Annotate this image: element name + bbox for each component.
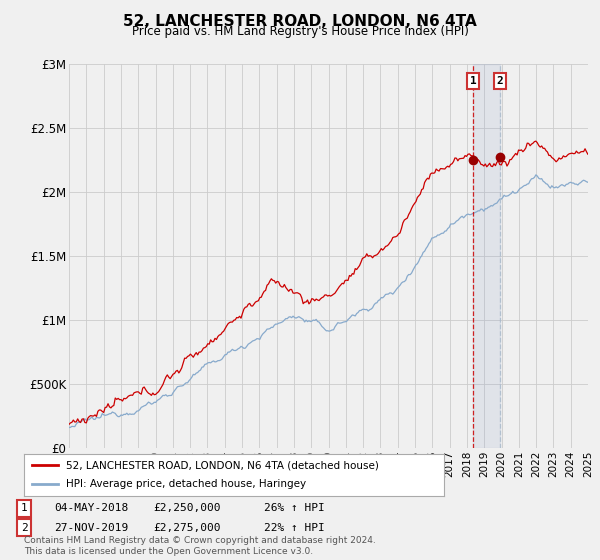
Text: Price paid vs. HM Land Registry's House Price Index (HPI): Price paid vs. HM Land Registry's House …: [131, 25, 469, 38]
Text: 1: 1: [20, 503, 28, 514]
Text: 1: 1: [470, 76, 476, 86]
Text: 2: 2: [20, 522, 28, 533]
Text: HPI: Average price, detached house, Haringey: HPI: Average price, detached house, Hari…: [66, 479, 306, 489]
Text: 26% ↑ HPI: 26% ↑ HPI: [264, 503, 325, 514]
Text: 27-NOV-2019: 27-NOV-2019: [54, 522, 128, 533]
Text: 2: 2: [497, 76, 503, 86]
Text: 04-MAY-2018: 04-MAY-2018: [54, 503, 128, 514]
Text: Contains HM Land Registry data © Crown copyright and database right 2024.
This d: Contains HM Land Registry data © Crown c…: [24, 536, 376, 556]
Text: 52, LANCHESTER ROAD, LONDON, N6 4TA: 52, LANCHESTER ROAD, LONDON, N6 4TA: [123, 14, 477, 29]
Bar: [473, 64, 500, 448]
Text: £2,275,000: £2,275,000: [153, 522, 221, 533]
Text: 52, LANCHESTER ROAD, LONDON, N6 4TA (detached house): 52, LANCHESTER ROAD, LONDON, N6 4TA (det…: [66, 460, 379, 470]
Text: £2,250,000: £2,250,000: [153, 503, 221, 514]
Text: 22% ↑ HPI: 22% ↑ HPI: [264, 522, 325, 533]
